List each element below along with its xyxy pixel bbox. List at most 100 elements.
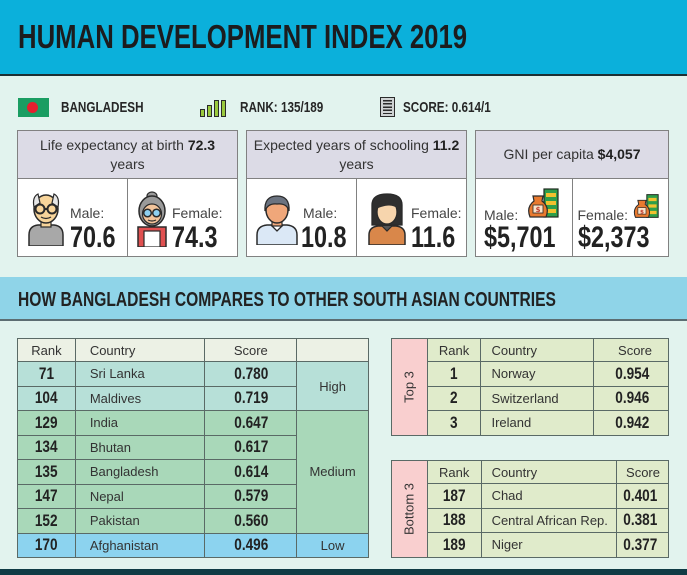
group-low-cell: Low [296, 532, 369, 558]
footer-bar [0, 569, 687, 575]
rank-cell: 152 [17, 508, 76, 534]
country-cell: Sri Lanka [74, 361, 206, 387]
rank-cell: 104 [17, 385, 76, 411]
score-cell: 0.401 [615, 483, 670, 509]
country-name: BANGLADESH [61, 98, 144, 116]
score-cell: 0.617 [204, 434, 298, 460]
score-cell: 0.780 [204, 361, 298, 387]
svg-text:$: $ [639, 209, 643, 215]
score-cell: 0.647 [204, 410, 298, 436]
country-cell: Nepal [74, 483, 206, 509]
country-cell: Central African Rep. [480, 507, 617, 533]
score-cell: 0.614 [204, 459, 298, 485]
svg-text:$: $ [536, 206, 541, 214]
table-row: 104 Maldives 0.719 [17, 385, 369, 411]
table-row: 152 Pakistan 0.560 [17, 508, 369, 534]
card-title-suffix: years [339, 155, 374, 172]
card-title-text: Expected years of schooling [253, 136, 433, 153]
bangladesh-flag-icon [18, 97, 49, 117]
female-value: $2,373 [577, 221, 650, 254]
header-country: Country [480, 460, 617, 484]
male-label: Male: [484, 207, 519, 223]
life-expectancy-card: Life expectancy at birth 72.3 years Male… [17, 130, 238, 257]
header-group [296, 338, 369, 362]
gni-card: GNI per capita $4,057 $ Male: $5,701 [475, 130, 669, 257]
country-cell: Chad [480, 483, 617, 509]
score-cell: 0.579 [204, 483, 298, 509]
info-row: BANGLADESH RANK: 135/189 SCORE: 0.614/1 [0, 95, 687, 119]
table-row-highlight: 135 Bangladesh 0.614 [17, 459, 369, 485]
man-icon [256, 195, 298, 245]
country-cell: Niger [480, 532, 617, 558]
rank-cell: 134 [17, 434, 76, 460]
female-label: Female: [172, 205, 223, 221]
header-banner: HUMAN DEVELOPMENT INDEX 2019 [0, 0, 687, 76]
section-header: HOW BANGLADESH COMPARES TO OTHER SOUTH A… [0, 277, 687, 321]
card-title-text: GNI per capita [503, 146, 598, 162]
table-row: 147 Nepal 0.579 [17, 483, 369, 509]
country-cell: Afghanistan [74, 532, 206, 558]
card-title-value: 72.3 [187, 136, 216, 153]
table-row: 189 Niger 0.377 [392, 532, 670, 558]
score-cell: 0.719 [204, 385, 298, 411]
group-medium-cell: Medium [296, 410, 369, 534]
score-info: SCORE: 0.614/1 [380, 95, 516, 119]
female-label: Female: [411, 205, 462, 221]
section-title: HOW BANGLADESH COMPARES TO OTHER SOUTH A… [18, 289, 556, 311]
rank-label: RANK: 135/189 [240, 98, 324, 116]
table-header-row: Top 3 Rank Country Score [391, 338, 669, 436]
rank-cell: 188 [426, 507, 482, 533]
table-row: 129 India 0.647 Medium [17, 410, 369, 534]
male-stat: Male: 10.8 [247, 179, 356, 256]
rank-cell: 3 [426, 410, 482, 436]
country-cell: Maldives [74, 385, 206, 411]
header-score: Score [615, 460, 670, 484]
rank-cell: 71 [17, 361, 76, 387]
rank-cell: 2 [426, 385, 482, 411]
male-value: 10.8 [301, 221, 347, 254]
female-value: 11.6 [411, 221, 456, 254]
money-bag-icon: $ [528, 188, 559, 218]
score-cell: 0.381 [615, 507, 670, 533]
old-man-icon [28, 193, 64, 246]
card-title: GNI per capita $4,057 [476, 131, 668, 179]
male-label: Male: [303, 205, 338, 221]
male-value: 70.6 [70, 221, 116, 254]
bar-chart-icon [200, 97, 232, 117]
score-cell: 0.560 [204, 508, 298, 534]
header-score: Score [593, 338, 669, 362]
score-cell: 0.496 [204, 532, 298, 558]
page-title: HUMAN DEVELOPMENT INDEX 2019 [18, 18, 468, 55]
country-cell: Pakistan [74, 508, 206, 534]
header-score: Score [204, 338, 298, 362]
country-cell: Bhutan [74, 434, 206, 460]
rank-cell: 189 [426, 532, 482, 558]
score-cell: 0.954 [593, 361, 669, 387]
rank-info: RANK: 135/189 [200, 95, 347, 119]
card-title-value: $4,057 [597, 146, 641, 162]
card-title: Expected years of schooling 11.2 years [247, 131, 466, 179]
table-row: 1 Norway 0.954 [392, 361, 669, 387]
female-stat: Female: 74.3 [127, 179, 237, 256]
male-stat: Male: 70.6 [18, 179, 127, 256]
rank-cell: 1 [426, 361, 482, 387]
male-stat: $ Male: $5,701 [476, 179, 572, 256]
table-row: 2 Switzerland 0.946 [392, 385, 669, 411]
header-country: Country [74, 338, 206, 362]
table-header-row: Rank Country Score [17, 338, 369, 362]
female-stat: Female: 11.6 [356, 179, 466, 256]
top3-side-label: Top 3 [391, 338, 428, 436]
male-value: $5,701 [484, 221, 556, 254]
table-row: 170 Afghanistan 0.496 Low [17, 532, 369, 558]
rank-cell: 147 [17, 483, 76, 509]
female-label: Female: [577, 207, 629, 223]
score-label: SCORE: 0.614/1 [403, 98, 491, 116]
score-cell: 0.946 [593, 385, 669, 411]
table-row: 3 Ireland 0.942 [392, 410, 669, 436]
card-title-text: Life expectancy at birth [39, 136, 188, 153]
country-cell: Norway [480, 361, 595, 387]
country-cell: Bangladesh [74, 459, 206, 485]
country-cell: India [74, 410, 206, 436]
card-title: Life expectancy at birth 72.3 years [18, 131, 237, 179]
card-title-suffix: years [110, 155, 145, 172]
